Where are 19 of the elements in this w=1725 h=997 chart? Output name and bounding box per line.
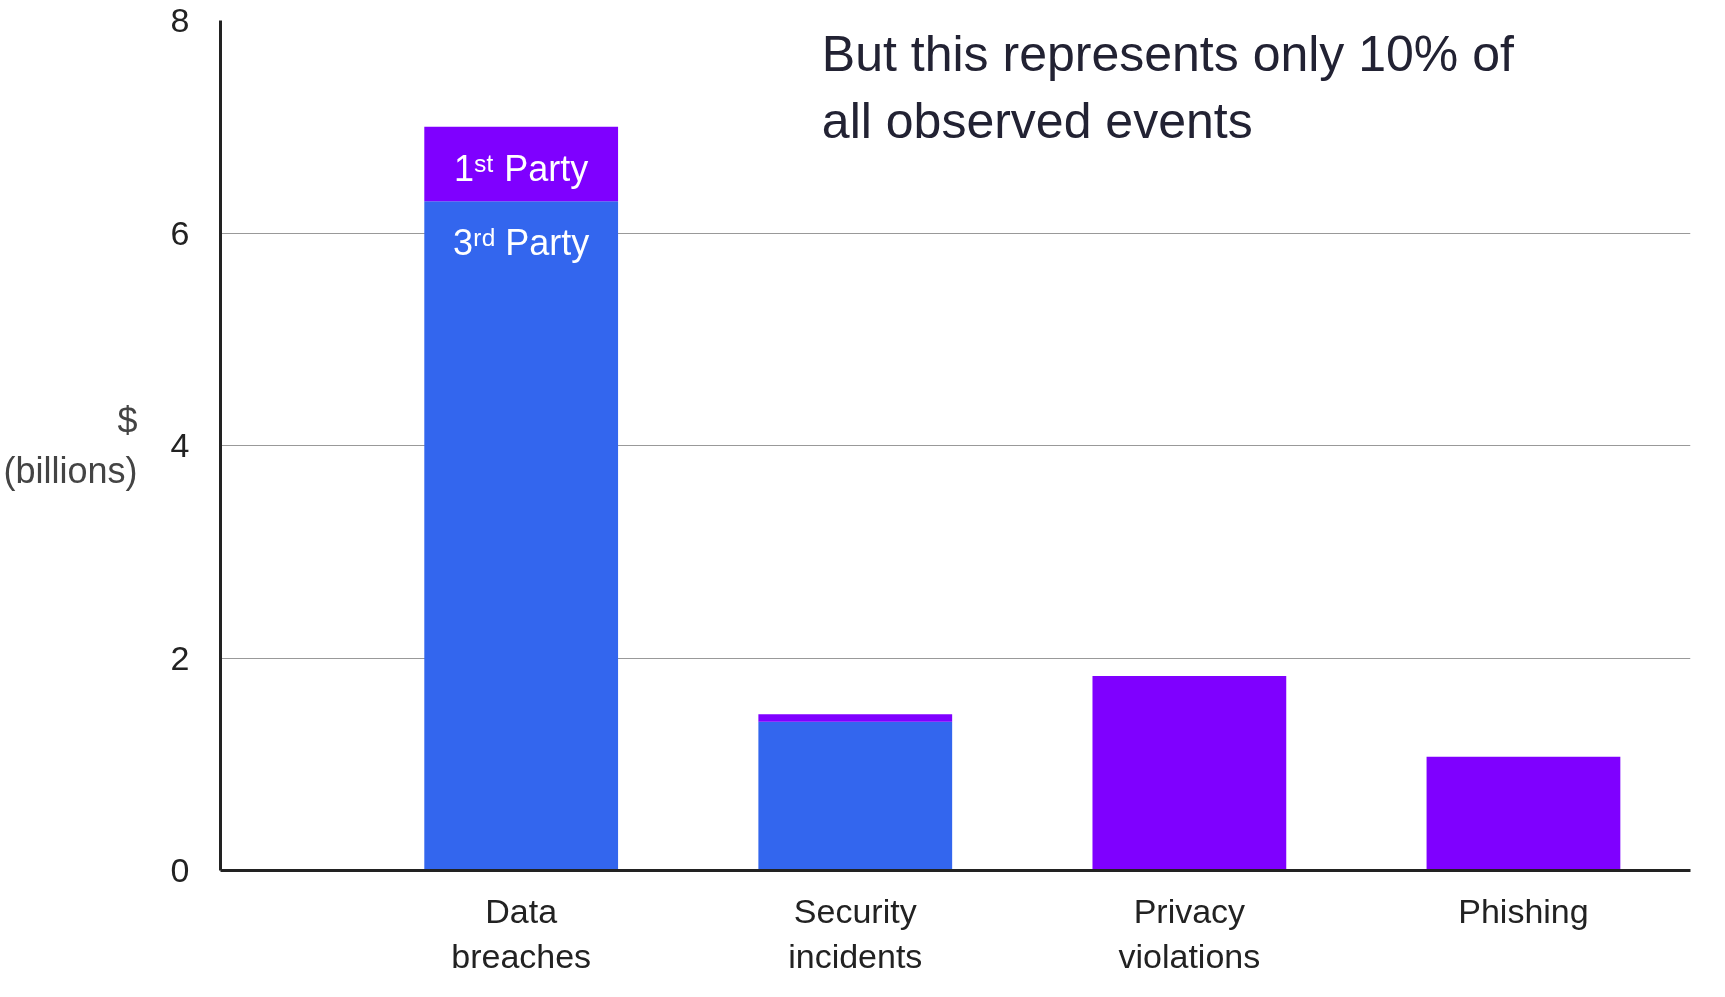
y-tick-label: 4 (170, 426, 190, 464)
y-axis-title: $ (billions) (3, 400, 138, 491)
x-tick-label: Privacy violations (1118, 891, 1261, 976)
bar (424, 126, 619, 202)
bar (1426, 756, 1621, 871)
bar (1092, 676, 1287, 871)
series-label: 1ˢᵗ Party (454, 148, 589, 189)
x-tick-label: Security incidents (788, 891, 923, 976)
series-label: 3ʳᵈ Party (453, 222, 590, 264)
bar (758, 721, 953, 871)
bar (424, 201, 619, 871)
y-tick-label: 0 (170, 851, 190, 889)
y-tick-label: 6 (170, 213, 190, 252)
x-tick-label: Phishing (1458, 891, 1589, 930)
bar (758, 714, 953, 722)
x-tick-label: Data breaches (451, 891, 592, 976)
annotation: But this represents only 10% of all observed events (821, 25, 1515, 150)
y-tick-label: 8 (170, 1, 190, 39)
y-tick-label: 2 (170, 638, 190, 677)
